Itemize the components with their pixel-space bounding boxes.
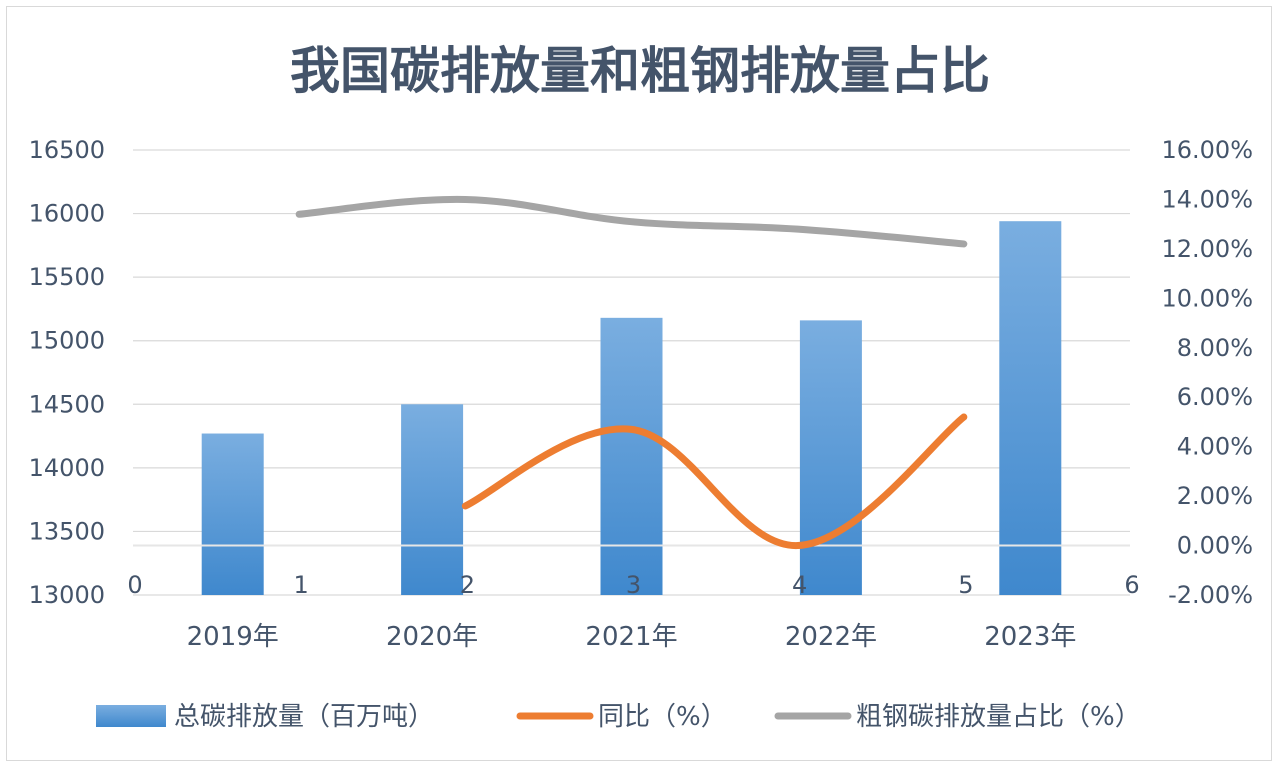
category-label: 2021年 bbox=[585, 622, 677, 652]
category-label: 2023年 bbox=[984, 622, 1076, 652]
right-axis-tick: 4.00% bbox=[1177, 433, 1253, 461]
series-line-同比（%） bbox=[461, 413, 968, 550]
chart-title: 我国碳排放量和粗钢排放量占比 bbox=[290, 42, 990, 100]
right-axis-tick: 8.00% bbox=[1177, 334, 1253, 362]
left-axis-tick: 16000 bbox=[29, 200, 105, 228]
right-axis-tick: -2.00% bbox=[1168, 581, 1253, 609]
secondary-x-tick: 5 bbox=[958, 571, 973, 599]
series-line-粗钢碳排放量占比（%） bbox=[295, 195, 968, 248]
bar-2019年 bbox=[201, 433, 264, 595]
category-label: 2022年 bbox=[785, 622, 877, 652]
right-axis-tick: 14.00% bbox=[1161, 185, 1253, 213]
left-axis-tick: 15000 bbox=[29, 327, 105, 355]
right-axis: -2.00% 0.00% 2.00% 4.00% 6.00% 8.00% 10.00% 12.… bbox=[1161, 136, 1253, 609]
legend-label: 同比（%） bbox=[598, 702, 727, 732]
secondary-x-tick: 1 bbox=[294, 571, 309, 599]
right-axis-tick: 10.00% bbox=[1161, 284, 1253, 312]
bar-2020年 bbox=[401, 404, 464, 595]
right-axis-tick: 12.00% bbox=[1161, 235, 1253, 263]
secondary-x-tick: 3 bbox=[626, 571, 641, 599]
secondary-x-axis: 0 1 2 3 4 5 6 bbox=[127, 571, 1139, 599]
legend-label: 粗钢碳排放量占比（%） bbox=[856, 702, 1141, 732]
legend: 总碳排放量（百万吨） 同比（%） 粗钢碳排放量占比（%） bbox=[96, 702, 1141, 732]
bar-2021年 bbox=[600, 317, 663, 595]
bar-2023年 bbox=[999, 221, 1062, 595]
category-label: 2020年 bbox=[386, 622, 478, 652]
right-axis-tick: 2.00% bbox=[1177, 482, 1253, 510]
line-layer bbox=[295, 195, 968, 550]
legend-swatch-bar bbox=[96, 705, 166, 727]
legend-label: 总碳排放量（百万吨） bbox=[174, 702, 434, 732]
left-axis-tick: 13000 bbox=[29, 581, 105, 609]
right-axis-tick: 16.00% bbox=[1161, 136, 1253, 164]
left-axis-tick: 14500 bbox=[29, 390, 105, 418]
secondary-x-tick: 2 bbox=[460, 571, 475, 599]
left-axis-tick: 15500 bbox=[29, 263, 105, 291]
left-axis-tick: 16500 bbox=[29, 136, 105, 164]
secondary-x-tick: 0 bbox=[127, 571, 142, 599]
bar-layer bbox=[201, 221, 1062, 595]
bar-2022年 bbox=[799, 320, 862, 595]
left-axis-tick: 14000 bbox=[29, 454, 105, 482]
right-axis-tick: 6.00% bbox=[1177, 383, 1253, 411]
secondary-x-tick: 4 bbox=[792, 571, 807, 599]
left-axis: 13000 13500 14000 14500 15000 15500 16000 16500 bbox=[29, 136, 105, 609]
left-axis-tick: 13500 bbox=[29, 517, 105, 545]
category-label: 2019年 bbox=[187, 622, 279, 652]
category-axis: 2019年 2020年 2021年 2022年 2023年 bbox=[187, 622, 1077, 652]
right-axis-tick: 0.00% bbox=[1177, 532, 1253, 560]
secondary-x-tick: 6 bbox=[1124, 571, 1139, 599]
